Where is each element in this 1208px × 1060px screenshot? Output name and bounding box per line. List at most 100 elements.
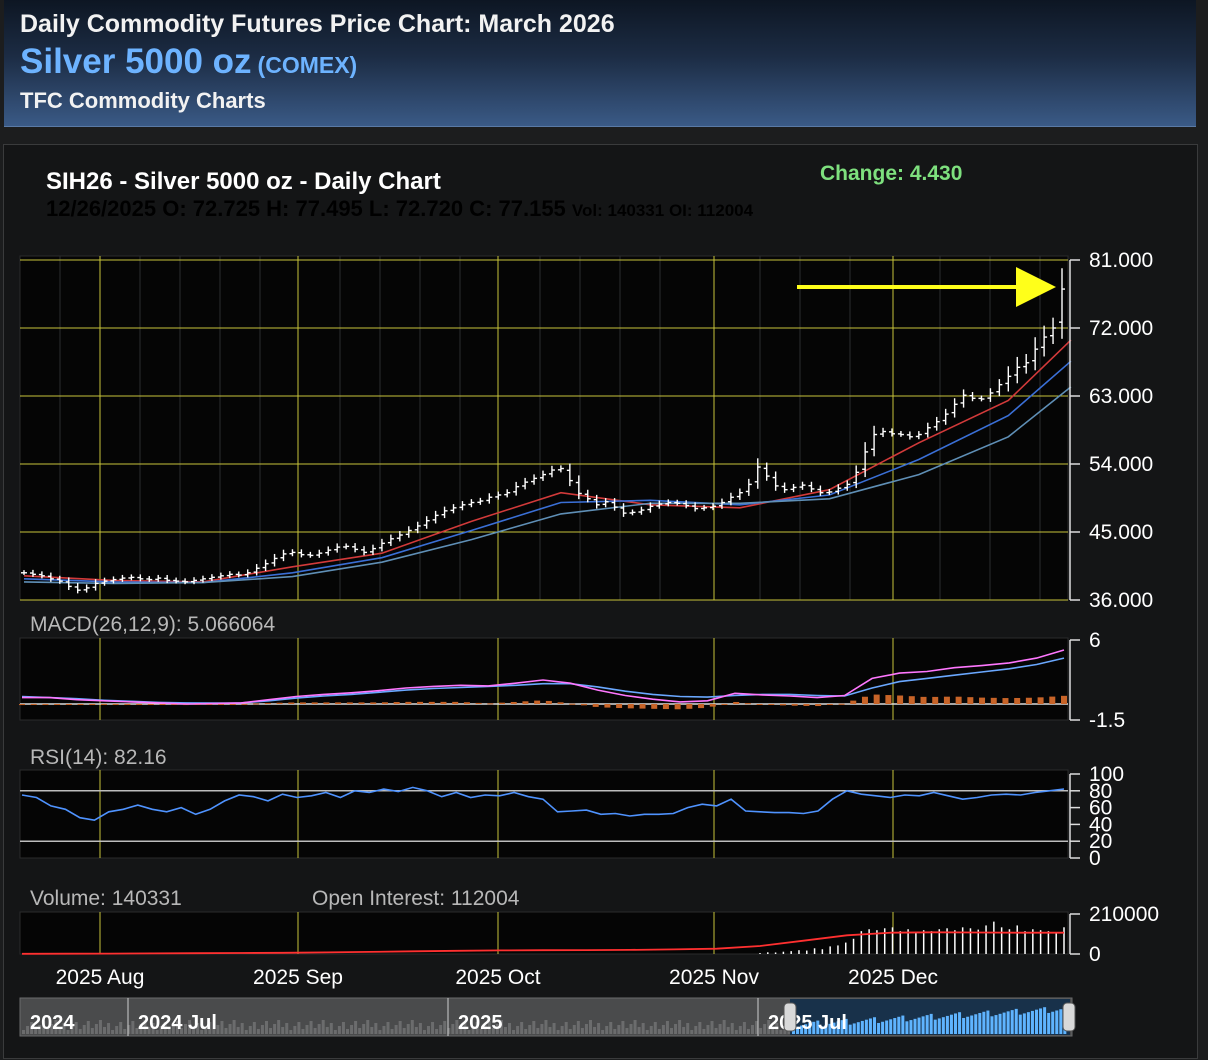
navigator-history-bar <box>285 1023 289 1034</box>
rsi-plot-area <box>19 769 1069 859</box>
navigator-selection-bar <box>905 1021 909 1034</box>
price-bar <box>1059 268 1065 339</box>
price-bar <box>781 482 788 493</box>
navigator-selection-bar <box>917 1017 921 1034</box>
navigator-history-bar <box>516 1026 520 1034</box>
navigator-right-handle[interactable] <box>1062 1002 1076 1032</box>
navigator-history-bar <box>354 1021 358 1034</box>
macd-line <box>22 649 1065 705</box>
price-bar <box>316 549 323 558</box>
price-bar <box>1014 356 1021 384</box>
rsi-label: RSI(14): 82.16 <box>30 746 167 769</box>
macd-histogram-bar <box>627 704 634 709</box>
navigator-history-bar <box>131 1021 135 1034</box>
navigator-history-bar <box>584 1024 588 1034</box>
price-bar <box>441 506 448 519</box>
price-bar <box>548 465 555 478</box>
navigator-history-bar <box>289 1030 293 1034</box>
vol-oi-values: Vol: 140331 OI: 112004 <box>571 201 754 220</box>
price-bar <box>736 488 743 500</box>
navigator-selection-bar <box>796 1026 800 1034</box>
price-plot-area <box>19 255 1069 601</box>
navigator-selection-bar <box>994 1015 998 1034</box>
macd-histogram-bar <box>662 704 669 710</box>
navigator-history-bar <box>455 1020 459 1034</box>
macd-histogram-bar <box>861 696 868 704</box>
volume-label: Volume: 140331 <box>30 887 182 910</box>
navigator-history-bar <box>151 1023 155 1034</box>
price-bar <box>978 395 985 402</box>
price-bar <box>423 516 430 529</box>
macd-histogram-bar <box>405 701 412 704</box>
navigator-history-bar <box>382 1026 386 1034</box>
price-bar <box>790 483 797 493</box>
macd-histogram-bar <box>241 703 248 705</box>
navigator-history-bar <box>119 1022 123 1034</box>
macd-histogram-bar <box>42 704 49 705</box>
navigator-selection-bar <box>913 1018 917 1034</box>
axis-tick-label: 36.000 <box>1089 589 1153 612</box>
navigator-selection-bar <box>986 1010 990 1034</box>
navigator-history-bar <box>333 1030 337 1034</box>
navigator-history-bar <box>70 1026 74 1034</box>
navigator-history-bar <box>30 1022 34 1034</box>
axis-tick-label: 54.000 <box>1089 453 1153 476</box>
navigator-left-handle[interactable] <box>783 1002 797 1032</box>
navigator-history-bar <box>42 1021 46 1034</box>
navigator-history-bar <box>463 1023 467 1034</box>
navigator-history-bars <box>22 1020 791 1034</box>
price-bar <box>262 559 269 571</box>
navigator-history-bar <box>350 1025 354 1034</box>
macd-histogram-bar <box>674 704 681 710</box>
axis-tick-label: 20 <box>1089 830 1112 853</box>
rsi-plot <box>21 786 1065 822</box>
navigator-selection-bar <box>1018 1014 1022 1034</box>
axis-tick-label: 210000 <box>1089 903 1159 926</box>
navigator-history-bar <box>702 1029 706 1034</box>
navigator-history-bar <box>62 1023 66 1034</box>
macd-histogram-bar <box>791 704 798 706</box>
navigator-history-bar <box>66 1030 70 1034</box>
navigator-history-bar <box>167 1029 171 1034</box>
price-bar <box>387 534 394 547</box>
navigator-history-bar <box>265 1021 268 1034</box>
navigator-history-bar <box>82 1025 86 1034</box>
price-bar <box>575 475 582 500</box>
navigator-history-bar <box>726 1027 730 1034</box>
navigator-history-bar <box>260 1025 264 1034</box>
macd-histogram-bar <box>1014 697 1021 704</box>
price-bar <box>65 577 72 590</box>
navigator-history-bar <box>528 1025 532 1034</box>
macd-histogram-bar <box>54 704 61 705</box>
price-bar <box>754 458 761 489</box>
navigator-history-bar <box>439 1025 443 1034</box>
navigator-selection-bar <box>966 1016 970 1034</box>
navigator-history-bar <box>710 1021 714 1034</box>
navigator-history-bar <box>127 1025 131 1034</box>
price-bar <box>486 493 493 504</box>
axis-tick-label: 40 <box>1089 813 1112 836</box>
navigator-history-bar <box>601 1030 605 1034</box>
navigator-history-bar <box>451 1024 455 1034</box>
navigator[interactable]: 2024 2024 Jul 2025 2025 Jul <box>19 997 1076 1037</box>
navigator-history-bar <box>738 1026 742 1034</box>
date-tick-label: 2025 Aug <box>56 966 145 989</box>
price-bar <box>1050 317 1057 344</box>
price-bar <box>119 574 126 582</box>
navigator-history-bar <box>503 1027 507 1034</box>
navigator-selection-bar <box>828 1023 832 1034</box>
navigator-selection-bar <box>881 1021 885 1034</box>
macd-histogram-bar <box>346 702 353 704</box>
navigator-history-bar <box>90 1028 94 1034</box>
navigator-history-bar <box>78 1029 82 1034</box>
navigator-selection-bar <box>864 1019 868 1034</box>
navigator-history-bar <box>410 1020 414 1034</box>
navigator-history-bar <box>38 1025 42 1034</box>
navigator-history-bar <box>341 1022 345 1034</box>
navigator-history-bar <box>629 1024 633 1034</box>
navigator-history-bar <box>269 1028 273 1034</box>
axis-tick-label: 80 <box>1089 780 1112 803</box>
navigator-history-bar <box>366 1020 370 1034</box>
